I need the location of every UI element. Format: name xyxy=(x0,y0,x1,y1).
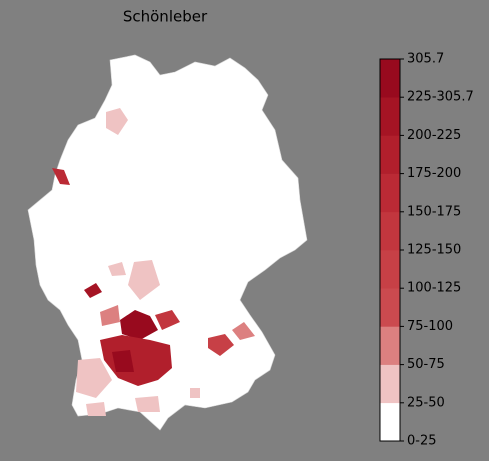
map-title: Schönleber xyxy=(123,8,208,26)
region xyxy=(108,262,126,276)
colorbar-segment xyxy=(380,288,400,327)
colorbar-label: 305.7 xyxy=(407,52,444,67)
colorbar-label: 25-50 xyxy=(407,395,445,410)
region xyxy=(190,388,200,398)
colorbar-segment xyxy=(380,59,400,98)
region xyxy=(86,402,106,416)
colorbar-label: 50-75 xyxy=(407,357,445,372)
region xyxy=(208,334,234,356)
colorbar-label: 75-100 xyxy=(407,319,453,334)
region xyxy=(100,335,172,386)
colorbar-segment xyxy=(380,250,400,289)
region xyxy=(120,310,158,340)
colorbar-segment xyxy=(380,364,400,404)
region xyxy=(84,283,102,298)
colorbar-segment xyxy=(380,326,400,365)
colorbar-segment xyxy=(380,135,400,174)
region xyxy=(135,396,160,412)
colorbar: 0-25 25-50 50-75 75-100 100-125 125-150 150-17… xyxy=(379,52,474,449)
colorbar-label: 150-175 xyxy=(407,204,461,219)
colorbar-segment xyxy=(380,402,400,442)
region xyxy=(100,305,120,326)
germany-map xyxy=(27,54,308,431)
colorbar-label: 100-125 xyxy=(407,281,461,296)
colorbar-label: 175-200 xyxy=(407,166,461,181)
colorbar-label: 125-150 xyxy=(407,243,461,258)
region xyxy=(155,310,180,330)
region xyxy=(128,260,160,300)
region xyxy=(106,108,128,135)
colorbar-segment xyxy=(380,211,400,251)
region xyxy=(232,322,255,340)
region xyxy=(76,358,112,398)
colorbar-segment xyxy=(380,97,400,136)
region xyxy=(112,350,134,372)
colorbar-label: 0-25 xyxy=(407,434,437,449)
colorbar-segment xyxy=(380,173,400,213)
colorbar-label: 200-225 xyxy=(407,128,461,143)
colorbar-label: 225-305.7 xyxy=(407,90,474,105)
region xyxy=(52,168,70,185)
